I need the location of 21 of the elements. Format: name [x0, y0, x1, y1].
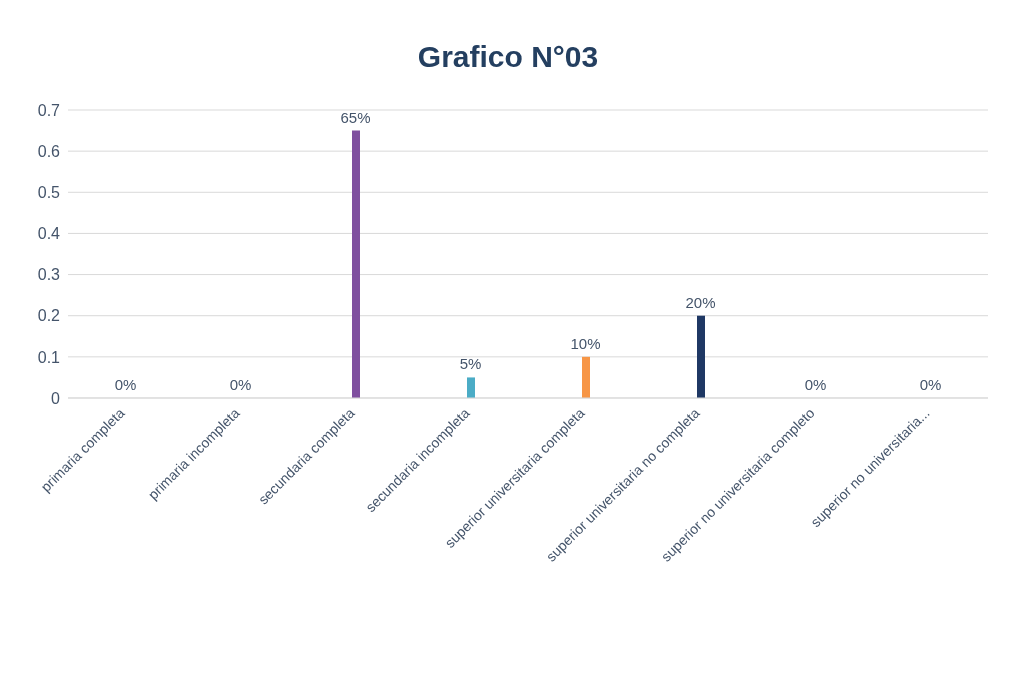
data-label: 0%: [229, 376, 252, 393]
data-label: 20%: [685, 293, 716, 311]
y-tick-label: 0.2: [37, 307, 61, 325]
y-tick-label: 0.7: [37, 101, 61, 119]
y-tick-label: 0: [51, 389, 61, 407]
y-tick-label: 0.4: [37, 225, 61, 243]
bar: [697, 315, 705, 398]
bar: [582, 356, 590, 398]
y-tick-label: 0.6: [37, 142, 61, 160]
chart-title: Grafico N°03: [416, 39, 600, 75]
bar: [352, 130, 360, 398]
y-tick-label: 0.5: [37, 183, 61, 201]
bar: [467, 377, 475, 398]
y-tick-label: 0.3: [37, 266, 61, 284]
data-label: 0%: [804, 376, 827, 393]
data-label: 5%: [459, 355, 482, 373]
data-label: 0%: [114, 376, 137, 393]
data-label: 10%: [570, 334, 601, 352]
data-label: 0%: [919, 376, 942, 393]
y-tick-label: 0.1: [37, 348, 61, 366]
data-label: 65%: [340, 108, 371, 126]
